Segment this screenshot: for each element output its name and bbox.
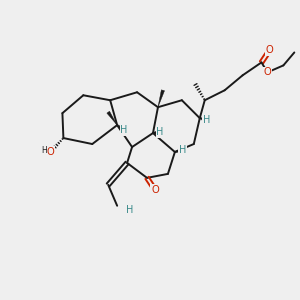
Polygon shape [158,90,164,107]
Text: H: H [156,127,164,137]
Text: H: H [126,205,134,215]
Text: H: H [203,115,210,125]
Text: O: O [264,68,271,77]
Text: H: H [179,145,187,155]
Polygon shape [107,111,117,125]
Text: O: O [151,185,159,195]
Text: O: O [46,147,54,157]
Text: H: H [41,146,47,155]
Text: H: H [120,125,128,135]
Text: O: O [266,46,273,56]
